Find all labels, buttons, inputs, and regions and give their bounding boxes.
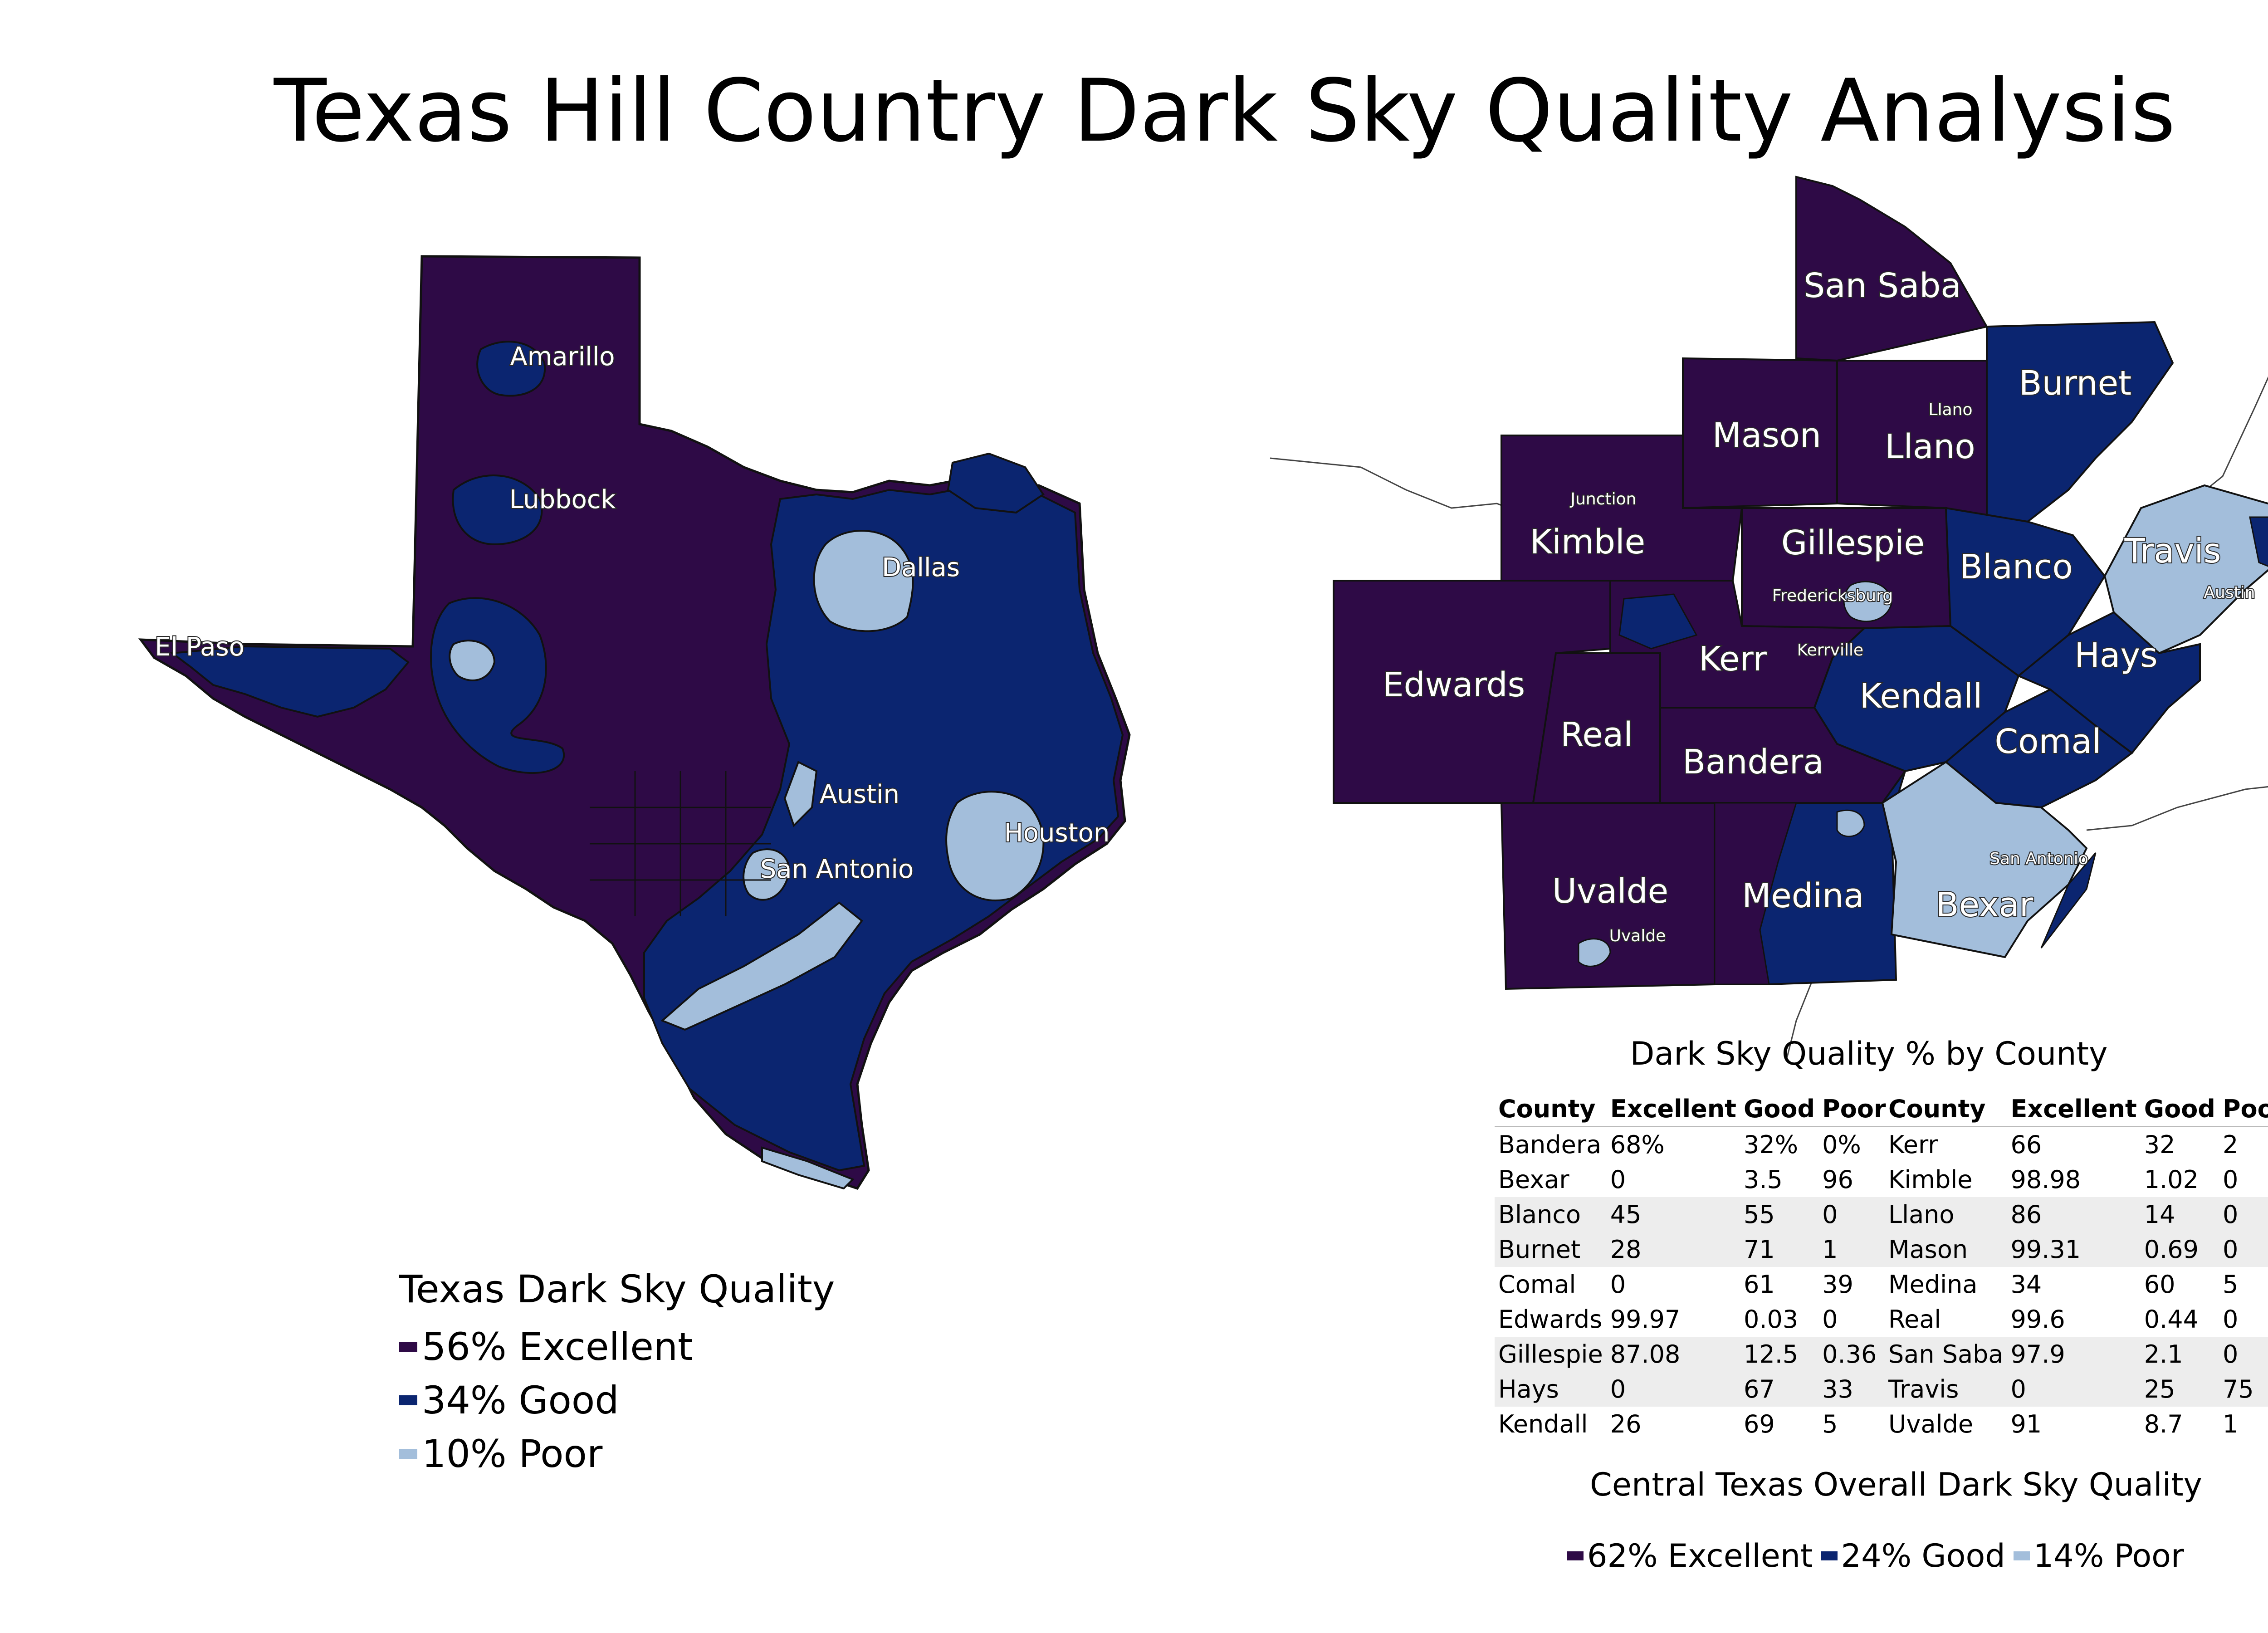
texas-legend-item-good: 34% Good <box>399 1374 835 1427</box>
texas-poor-zones <box>449 530 1045 1190</box>
city-label-houston: Houston <box>1004 818 1110 848</box>
county-label-travis: Travis <box>2124 532 2221 571</box>
overall-legend-item-excellent: 62% Excellent <box>1567 1540 1813 1572</box>
county-label-blanco: Blanco <box>1960 548 2073 587</box>
town-label-san-antonio: San Antonio <box>1989 850 2088 868</box>
texas-legend-item-poor: 10% Poor <box>399 1427 835 1481</box>
texas-legend-item-excellent: 56% Excellent <box>399 1320 835 1374</box>
col-header-poor: Poor <box>1818 1091 1891 1127</box>
county-label-medina: Medina <box>1742 876 1864 915</box>
town-labels: Llano Junction Fredericksburg Kerrville … <box>1569 400 2256 946</box>
county-label-real: Real <box>1560 715 1633 754</box>
county-label-san-saba: San Saba <box>1804 266 1961 305</box>
table-row: Kerr 66 32 2 <box>1888 1130 2239 1159</box>
town-label-llano: Llano <box>1929 401 1973 419</box>
county-label-kendall: Kendall <box>1860 677 1983 716</box>
town-label-uvalde: Uvalde <box>1609 927 1666 945</box>
table-row: Burnet 28 71 1 <box>1495 1232 1891 1267</box>
county-label-uvalde: Uvalde <box>1552 872 1668 911</box>
overall-legend: 62% Excellent 24% Good 14% Poor <box>1567 1540 2192 1572</box>
overall-legend-title: Central Texas Overall Dark Sky Quality <box>1590 1466 2202 1503</box>
county-label-bandera: Bandera <box>1682 743 1823 782</box>
table-row: Comal 0 61 39 <box>1498 1270 1853 1299</box>
county-label-llano: Llano <box>1885 427 1975 466</box>
county-label-gillespie: Gillespie <box>1781 523 1925 562</box>
table-row: Real 99.6 0.44 0 <box>1888 1305 2239 1334</box>
table-row: Bexar 0 3.5 96 <box>1498 1165 1853 1194</box>
col-header-good: Good <box>1740 1091 1819 1127</box>
county-label-bexar: Bexar <box>1936 885 2033 924</box>
county-burnet <box>1986 321 2174 532</box>
table-header-row: County Excellent Good Poor <box>1495 1091 1891 1127</box>
page-title: Texas Hill Country Dark Sky Quality Anal… <box>274 61 2176 161</box>
county-label-mason: Mason <box>1712 416 1821 455</box>
legend-swatch-excellent <box>1567 1551 1584 1560</box>
county-label-kerr: Kerr <box>1699 640 1767 679</box>
county-san-saba <box>1795 176 1989 362</box>
county-label-comal: Comal <box>1995 722 2102 761</box>
city-label-lubbock: Lubbock <box>509 485 616 514</box>
county-labels: San Saba Burnet Mason Llano Kimble Gille… <box>1382 265 2222 925</box>
county-label-burnet: Burnet <box>2019 364 2131 403</box>
town-label-kerrville: Kerrville <box>1797 641 1863 660</box>
county-label-kimble: Kimble <box>1530 523 1645 562</box>
table-row: Bandera 68% 32% 0% <box>1498 1130 1861 1159</box>
legend-swatch-poor <box>399 1449 417 1459</box>
table-row: Llano 86 14 0 <box>1885 1197 2268 1232</box>
county-map: San Saba Burnet Mason Llano Kimble Gille… <box>1270 176 2268 1057</box>
texas-legend-title: Texas Dark Sky Quality <box>399 1267 835 1311</box>
col-header-excellent: Excellent <box>2007 1091 2141 1127</box>
county-table-title: Dark Sky Quality % by County <box>1630 1035 2108 1072</box>
county-detail-zones <box>1578 516 2268 985</box>
col-header-county: County <box>1495 1091 1607 1127</box>
table-row: Travis 0 25 75 <box>1885 1372 2268 1407</box>
city-label-dallas: Dallas <box>882 553 960 582</box>
table-row: Gillespie 87.08 12.5 0.36 <box>1495 1337 1891 1372</box>
table-row: Kimble 98.98 1.02 0 <box>1888 1165 2239 1194</box>
col-header-poor: Poor <box>2219 1091 2268 1127</box>
county-bexar <box>1881 761 2088 958</box>
table-row: Blanco 45 55 0 <box>1495 1197 1891 1232</box>
city-label-amarillo: Amarillo <box>510 342 615 372</box>
texas-county-lines <box>590 771 771 916</box>
overall-legend-item-good: 24% Good <box>1821 1540 2005 1572</box>
town-label-junction: Junction <box>1569 490 1636 508</box>
col-header-excellent: Excellent <box>1606 1091 1740 1127</box>
city-label-san-antonio: San Antonio <box>760 855 914 884</box>
col-header-county: County <box>1885 1091 2007 1127</box>
table-header-row: County Excellent Good Poor <box>1885 1091 2268 1127</box>
texas-legend: Texas Dark Sky Quality 56% Excellent 34%… <box>399 1270 835 1481</box>
city-label-austin: Austin <box>820 780 899 809</box>
table-row: San Saba 97.9 2.1 0 <box>1885 1337 2268 1372</box>
legend-swatch-good <box>1821 1551 1838 1560</box>
town-label-fredericksburg: Fredericksburg <box>1772 587 1893 605</box>
overall-legend-item-poor: 14% Poor <box>2013 1540 2184 1572</box>
table-row: Kendall 26 69 5 <box>1498 1410 1838 1438</box>
county-label-edwards: Edwards <box>1383 665 1525 704</box>
town-label-austin: Austin <box>2204 583 2255 602</box>
county-polygons <box>1333 176 2268 990</box>
table-row: Hays 0 67 33 <box>1495 1372 1891 1407</box>
city-label-el-paso: El Paso <box>155 632 244 662</box>
legend-swatch-poor <box>2013 1551 2030 1560</box>
table-row: Mason 99.31 0.69 0 <box>1885 1232 2268 1267</box>
legend-swatch-good <box>399 1395 417 1405</box>
table-row: Medina 34 60 5 <box>1888 1270 2239 1299</box>
table-row: Edwards 99.97 0.03 0 <box>1498 1305 1838 1334</box>
col-header-good: Good <box>2140 1091 2219 1127</box>
texas-map: Amarillo Lubbock El Paso Dallas Austin H… <box>138 255 1131 1190</box>
table-row: Uvalde 91 8.7 1 <box>1888 1410 2239 1438</box>
legend-swatch-excellent <box>399 1342 417 1352</box>
county-table-left: County Excellent Good Poor Bandera 68% 32%… <box>1495 1091 1891 1442</box>
county-label-hays: Hays <box>2074 636 2157 675</box>
